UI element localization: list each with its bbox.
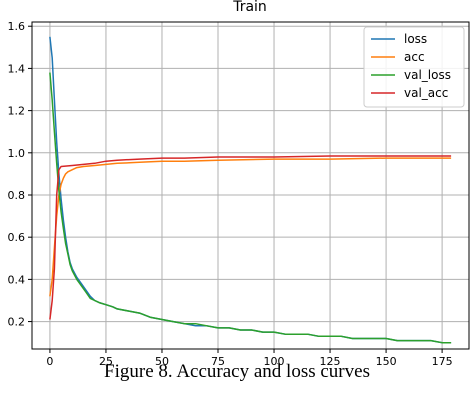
series-line-acc <box>49 157 452 297</box>
x-tick-label: 125 <box>320 355 341 368</box>
x-tick: 0 <box>46 349 53 368</box>
legend-label: acc <box>404 50 425 64</box>
y-tick: 0.2 <box>8 316 32 329</box>
x-axis-ticks: 0 25 50 75 100 125 150 175 <box>46 349 453 368</box>
y-tick: 0.8 <box>8 189 32 202</box>
y-tick-label: 1.0 <box>8 147 26 160</box>
series-lines <box>49 36 452 344</box>
chart-title: Train <box>232 0 267 15</box>
x-tick-label: 100 <box>264 355 285 368</box>
y-tick: 0.4 <box>8 273 32 286</box>
y-tick: 1.4 <box>8 62 32 75</box>
y-tick-label: 0.4 <box>8 273 26 286</box>
grid-lines <box>32 22 469 349</box>
x-tick: 50 <box>155 349 169 368</box>
x-tick: 75 <box>211 349 225 368</box>
y-tick-label: 1.2 <box>8 105 26 118</box>
y-tick: 0.6 <box>8 231 32 244</box>
x-tick-label: 150 <box>376 355 397 368</box>
y-tick: 1.0 <box>8 147 32 160</box>
x-tick-label: 175 <box>432 355 453 368</box>
plot-frame <box>31 21 470 350</box>
series-line-val-acc <box>49 155 452 320</box>
x-tick-label: 0 <box>46 355 53 368</box>
legend-label: loss <box>404 32 427 46</box>
y-axis-ticks: 0.2 0.4 0.6 0.8 1.0 1.2 1.4 1.6 <box>8 20 32 329</box>
y-tick-label: 0.2 <box>8 316 26 329</box>
x-tick-label: 75 <box>211 355 225 368</box>
y-tick: 1.2 <box>8 105 32 118</box>
x-tick-label: 25 <box>99 355 113 368</box>
y-tick: 1.6 <box>8 20 32 33</box>
legend-label: val_loss <box>404 68 451 82</box>
legend: loss acc val_loss val_acc <box>363 26 465 108</box>
legend-label: val_acc <box>404 86 448 100</box>
legend-box <box>363 26 465 108</box>
x-tick: 150 <box>376 349 397 368</box>
x-tick: 125 <box>320 349 341 368</box>
y-tick-label: 1.4 <box>8 62 26 75</box>
series-line-val-loss <box>49 72 452 344</box>
x-tick-label: 50 <box>155 355 169 368</box>
y-tick-label: 1.6 <box>8 20 26 33</box>
y-tick-label: 0.6 <box>8 231 26 244</box>
y-tick-label: 0.8 <box>8 189 26 202</box>
x-tick: 25 <box>99 349 113 368</box>
x-tick: 100 <box>264 349 285 368</box>
figure-caption: Figure 8. Accuracy and loss curves <box>104 361 370 382</box>
x-tick: 175 <box>432 349 453 368</box>
